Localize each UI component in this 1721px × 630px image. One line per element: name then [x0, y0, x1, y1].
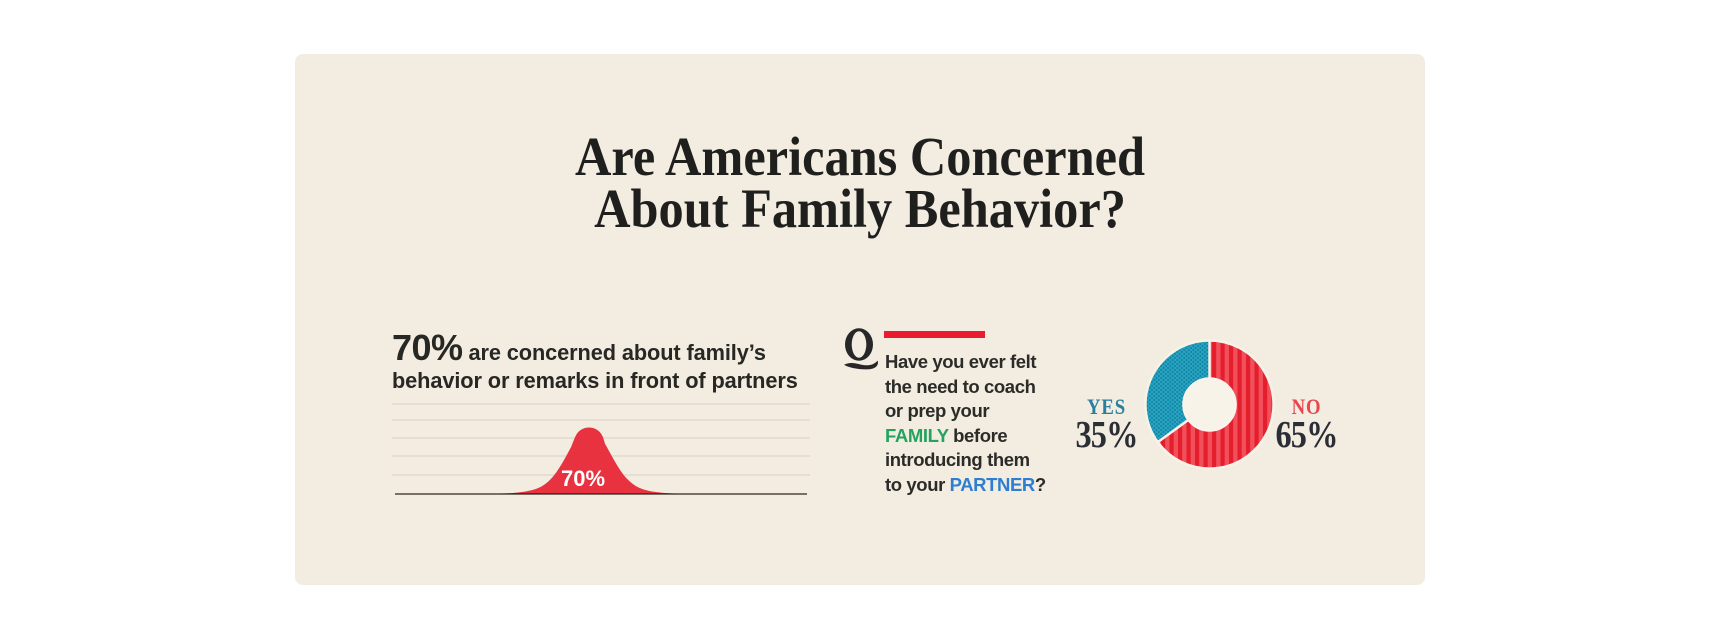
svg-text:70%: 70% — [561, 466, 605, 491]
